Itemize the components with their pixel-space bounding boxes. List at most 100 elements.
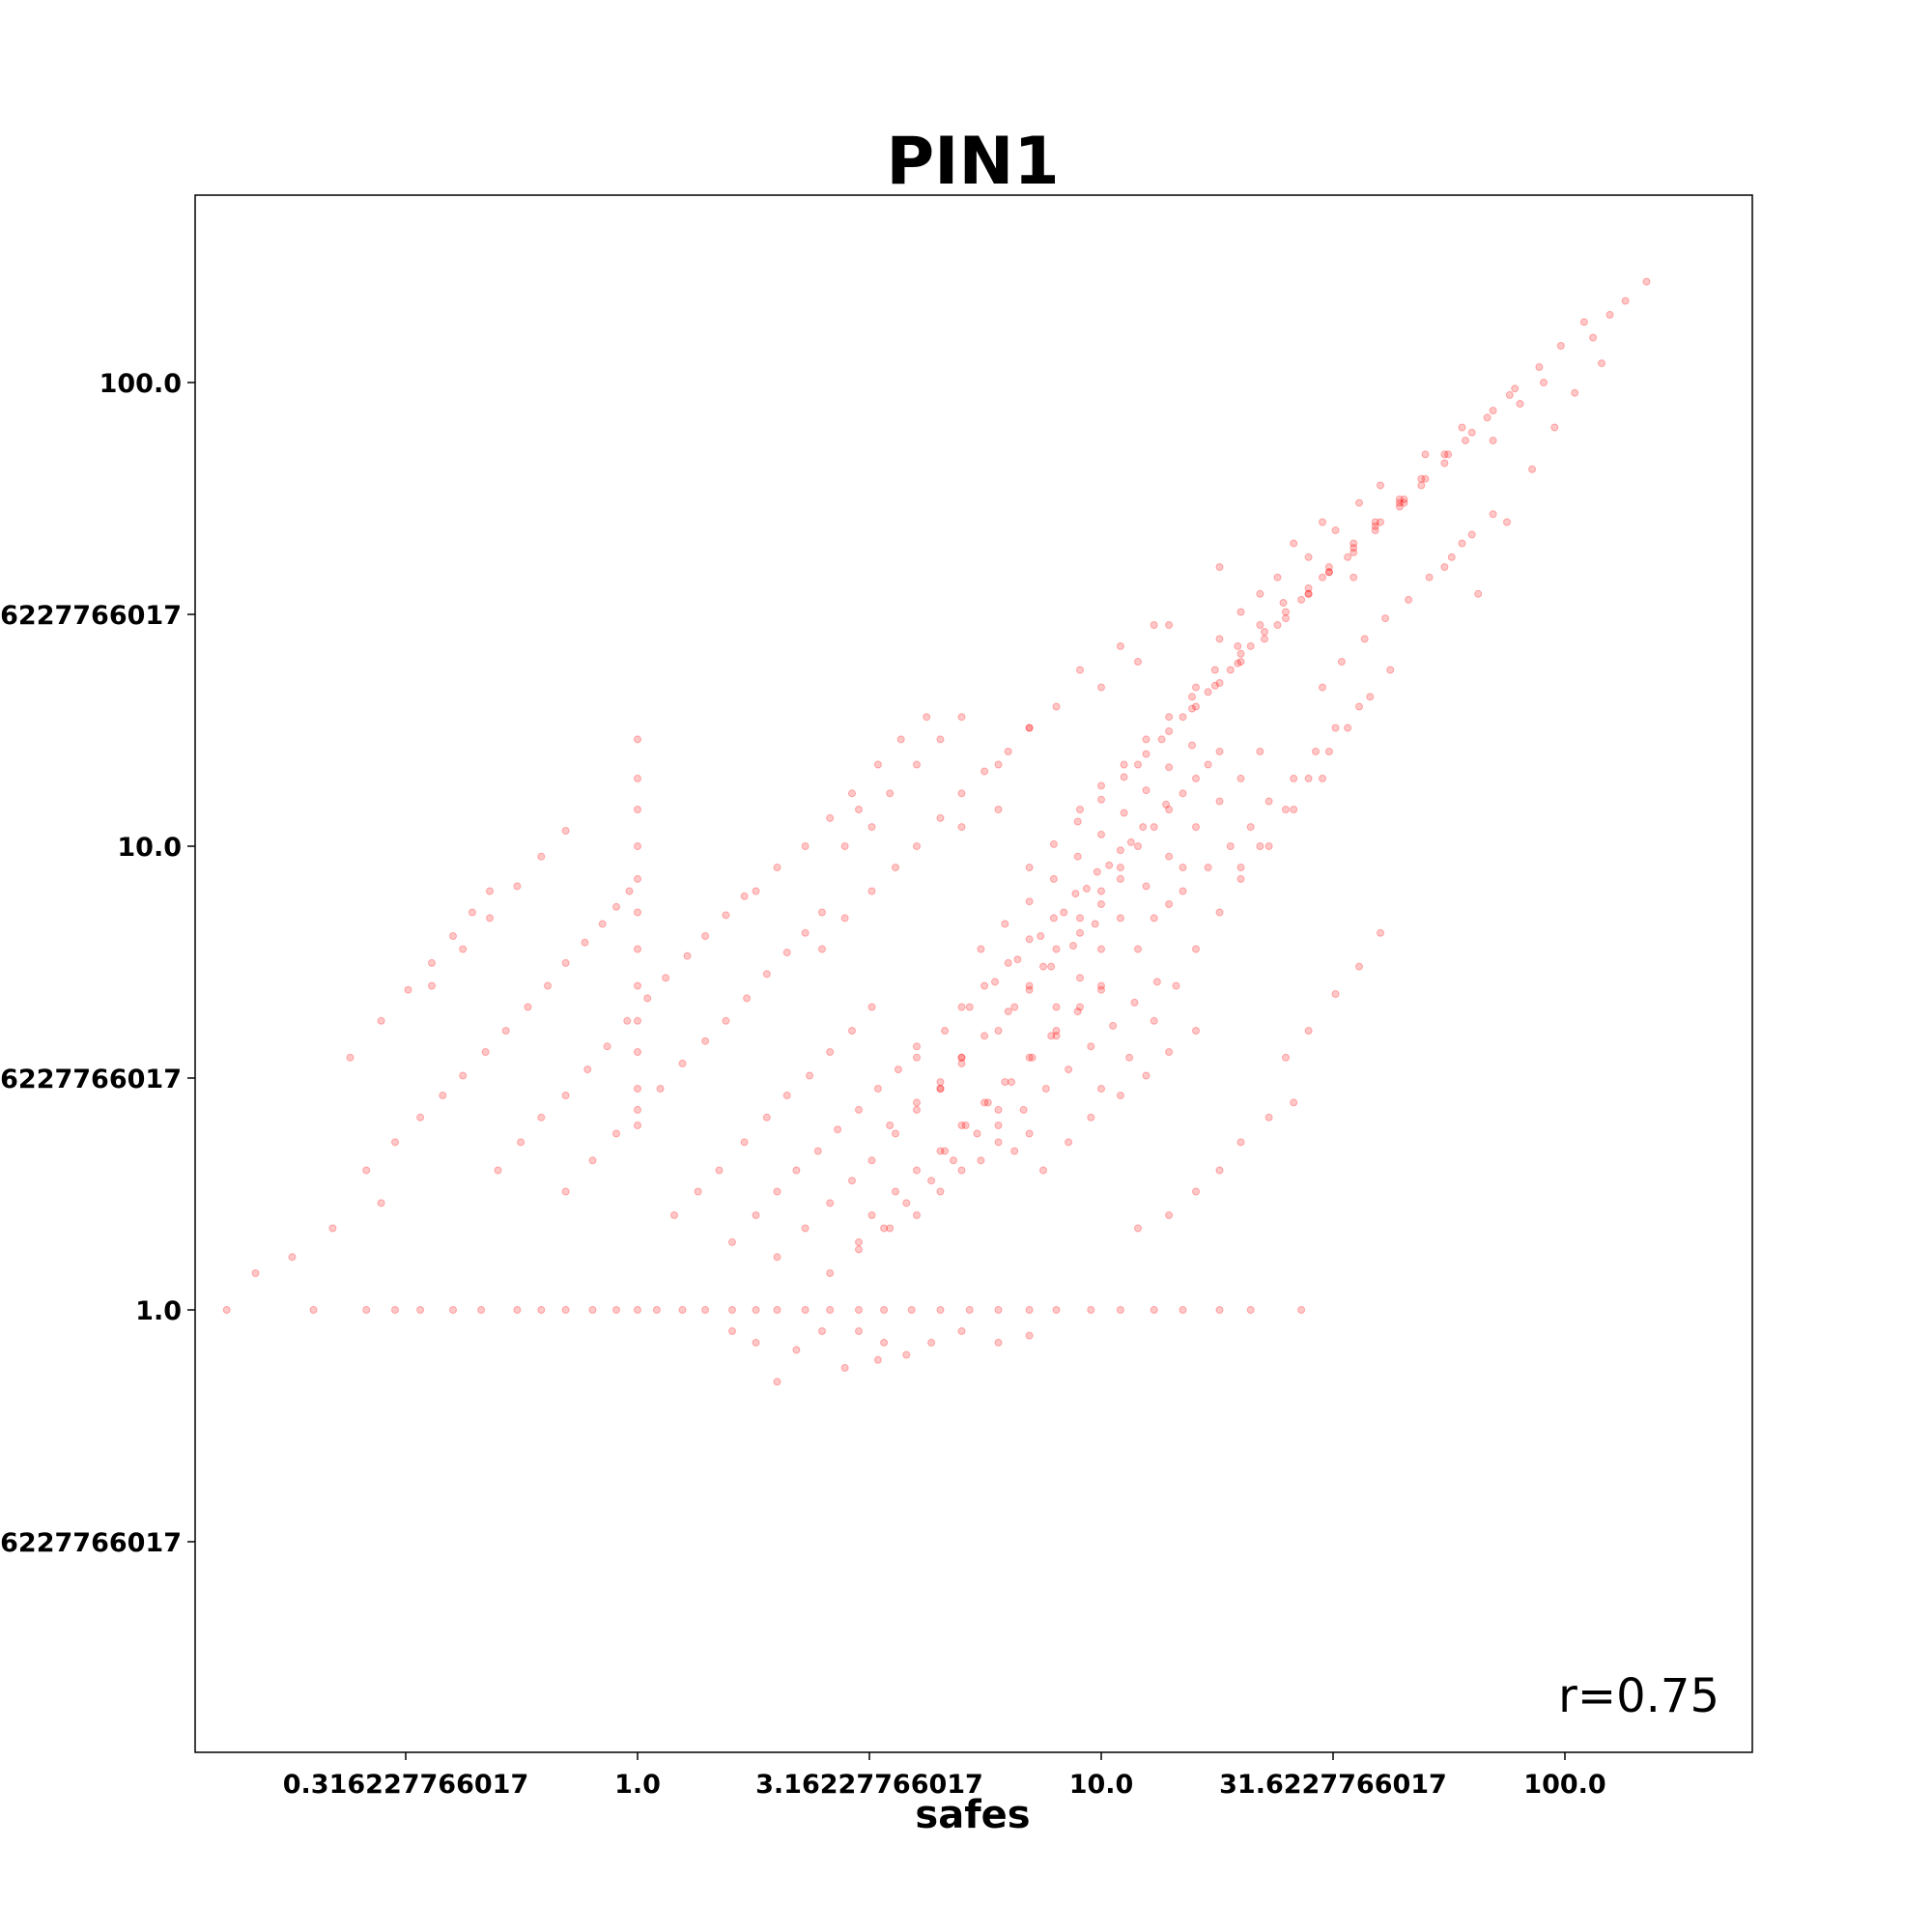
scatter-point <box>1297 1306 1306 1314</box>
scatter-point <box>1142 786 1151 795</box>
scatter-point <box>1366 693 1375 701</box>
scatter-point <box>957 1003 966 1011</box>
scatter-point <box>1165 621 1174 629</box>
scatter-point <box>1073 1008 1082 1016</box>
scatter-point <box>873 760 882 769</box>
scatter-point <box>1540 379 1548 386</box>
scatter-point <box>1134 842 1142 850</box>
scatter-point <box>1236 874 1245 883</box>
scatter-point <box>1458 539 1466 548</box>
scatter-point <box>1116 1092 1124 1099</box>
scatter-point <box>1013 955 1022 964</box>
scatter-point <box>840 842 849 850</box>
scatter-point <box>977 1156 985 1165</box>
scatter-point <box>1179 789 1187 798</box>
scatter-point <box>377 1016 385 1025</box>
scatter-point <box>603 1042 611 1051</box>
scatter-point <box>936 735 945 744</box>
scatter-point <box>927 1177 936 1185</box>
scatter-point <box>913 1166 921 1175</box>
scatter-point <box>701 1037 710 1045</box>
scatter-point <box>524 1003 532 1011</box>
scatter-point <box>1381 614 1390 623</box>
scatter-point <box>1150 621 1158 629</box>
scatter-point <box>634 945 641 953</box>
scatter-point <box>1192 702 1200 711</box>
x-tick-label: 1.0 <box>614 1770 661 1800</box>
scatter-point <box>1150 914 1158 923</box>
scatter-point <box>1395 502 1404 511</box>
scatter-point <box>643 994 652 1003</box>
scatter-point <box>991 978 999 986</box>
scatter-point <box>994 1338 1003 1347</box>
scatter-point <box>1440 459 1449 468</box>
scatter-point <box>1236 608 1245 616</box>
scatter-point <box>634 1122 641 1129</box>
scatter-point <box>1093 867 1101 876</box>
scatter-point <box>1087 1306 1095 1314</box>
scatter-point <box>537 1113 546 1122</box>
scatter-point <box>957 823 966 832</box>
scatter-point <box>957 1327 966 1335</box>
scatter-point <box>1440 563 1449 571</box>
scatter-point <box>222 1306 231 1314</box>
scatter-point <box>867 1156 876 1165</box>
scatter-point <box>715 1166 724 1175</box>
scatter-point <box>902 1199 911 1208</box>
scatter-point <box>537 1306 546 1314</box>
scatter-point <box>913 1211 921 1219</box>
scatter-point <box>1065 1065 1073 1074</box>
scatter-point <box>1073 817 1082 826</box>
scatter-point <box>936 1085 945 1093</box>
scatter-point <box>1256 748 1264 755</box>
scatter-point <box>840 914 849 923</box>
scatter-point <box>867 1003 876 1011</box>
scatter-point <box>1049 839 1058 848</box>
scatter-point <box>561 1187 570 1196</box>
y-tick-label: 0.316227766017 <box>0 1528 182 1558</box>
scatter-point <box>957 1166 966 1175</box>
scatter-point <box>927 1338 936 1347</box>
scatter-point <box>886 789 895 798</box>
scatter-point <box>1290 1098 1298 1107</box>
scatter-point <box>588 1306 597 1314</box>
scatter-point <box>913 1098 921 1107</box>
scatter-point <box>1150 823 1158 832</box>
scatter-point <box>251 1269 260 1277</box>
scatter-point <box>1324 563 1333 571</box>
scatter-point <box>818 908 826 917</box>
scatter-point <box>892 1187 899 1196</box>
scatter-point <box>1087 1042 1095 1051</box>
scatter-point <box>977 945 985 953</box>
scatter-point <box>1605 310 1614 319</box>
scatter-point <box>1047 1032 1056 1040</box>
scatter-point <box>913 1105 921 1114</box>
scatter-point <box>1134 760 1142 769</box>
scatter-point <box>1052 1306 1061 1314</box>
scatter-point <box>1395 498 1404 507</box>
scatter-point <box>913 842 921 850</box>
scatter-point <box>1037 932 1045 940</box>
scatter-point <box>1511 384 1520 393</box>
scatter-point <box>288 1253 297 1262</box>
scatter-point <box>1405 595 1413 604</box>
scatter-point <box>694 1187 702 1196</box>
scatter-point <box>980 1098 989 1107</box>
scatter-point <box>1355 702 1363 711</box>
scatter-point <box>1019 1105 1028 1114</box>
scatter-point <box>1210 666 1219 674</box>
scatter-point <box>880 1338 889 1347</box>
scatter-point <box>957 1122 966 1129</box>
scatter-point <box>855 806 863 813</box>
scatter-point <box>773 1378 781 1386</box>
scatter-point <box>1324 748 1333 755</box>
scatter-point <box>994 760 1003 769</box>
scatter-point <box>762 1113 771 1122</box>
scatter-point <box>1483 413 1492 422</box>
scatter-point <box>1060 908 1068 917</box>
scatter-point <box>1097 683 1105 692</box>
scatter-point <box>1142 882 1151 891</box>
scatter-point <box>1192 1027 1200 1035</box>
scatter-point <box>1052 702 1061 711</box>
scatter-point <box>1350 544 1358 553</box>
